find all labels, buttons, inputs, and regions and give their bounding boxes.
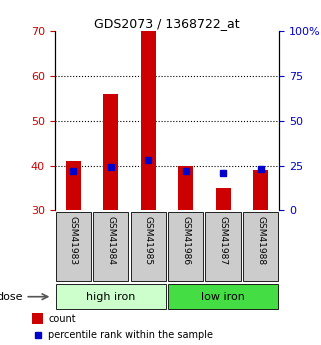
Text: GSM41985: GSM41985 [144,216,153,265]
Text: count: count [48,314,76,324]
Text: GSM41983: GSM41983 [69,216,78,265]
Text: GSM41986: GSM41986 [181,216,190,265]
Bar [141,31,156,210]
Text: dose: dose [0,292,23,302]
Bar [32,313,43,324]
FancyBboxPatch shape [168,212,203,282]
FancyBboxPatch shape [205,212,241,282]
FancyBboxPatch shape [243,212,278,282]
Text: low iron: low iron [201,292,245,302]
Bar [178,166,193,210]
Bar [253,170,268,210]
Text: high iron: high iron [86,292,135,302]
Text: percentile rank within the sample: percentile rank within the sample [48,330,213,340]
Bar [103,94,118,210]
FancyBboxPatch shape [168,284,278,309]
Text: GSM41988: GSM41988 [256,216,265,265]
FancyBboxPatch shape [93,212,128,282]
Title: GDS2073 / 1368722_at: GDS2073 / 1368722_at [94,17,240,30]
Bar [66,161,81,210]
Bar [216,188,230,210]
FancyBboxPatch shape [131,212,166,282]
Text: GSM41984: GSM41984 [106,216,115,265]
FancyBboxPatch shape [56,284,166,309]
Text: GSM41987: GSM41987 [219,216,228,265]
FancyBboxPatch shape [56,212,91,282]
